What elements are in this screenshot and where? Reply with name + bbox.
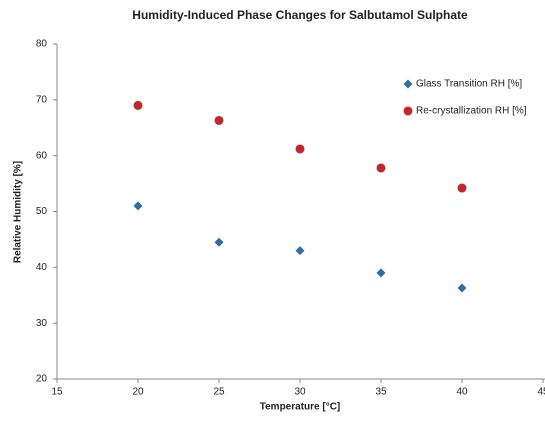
- y-tick-label: 30: [36, 318, 48, 329]
- data-point: [376, 163, 386, 173]
- data-point: [376, 268, 386, 278]
- y-tick-label: 60: [36, 150, 48, 161]
- data-point: [295, 144, 305, 154]
- x-tick-label: 25: [213, 387, 225, 398]
- y-tick-label: 70: [36, 94, 48, 105]
- legend-marker: [403, 106, 413, 116]
- legend-label: Glass Transition RH [%]: [416, 79, 522, 90]
- x-axis-title: Temperature [°C]: [260, 402, 341, 413]
- x-tick-label: 35: [375, 387, 387, 398]
- legend-marker: [403, 79, 413, 89]
- data-point: [457, 283, 467, 293]
- y-tick-label: 80: [36, 39, 48, 50]
- y-tick-label: 50: [36, 206, 48, 217]
- x-tick-label: 15: [51, 387, 63, 398]
- data-point: [214, 237, 224, 247]
- x-tick-label: 20: [132, 387, 144, 398]
- x-tick-label: 40: [456, 387, 468, 398]
- data-point: [295, 246, 305, 256]
- data-point: [133, 201, 143, 211]
- data-point: [214, 115, 224, 125]
- x-tick-label: 45: [537, 387, 545, 398]
- legend-label: Re-crystallization RH [%]: [416, 106, 527, 117]
- y-tick-label: 40: [36, 262, 48, 273]
- chart-title: Humidity-Induced Phase Changes for Salbu…: [132, 8, 468, 22]
- x-tick-label: 30: [294, 387, 306, 398]
- y-axis-title: Relative Humidity [%]: [13, 161, 24, 263]
- data-point: [133, 100, 143, 110]
- y-tick-label: 20: [36, 374, 48, 385]
- data-point: [457, 183, 467, 193]
